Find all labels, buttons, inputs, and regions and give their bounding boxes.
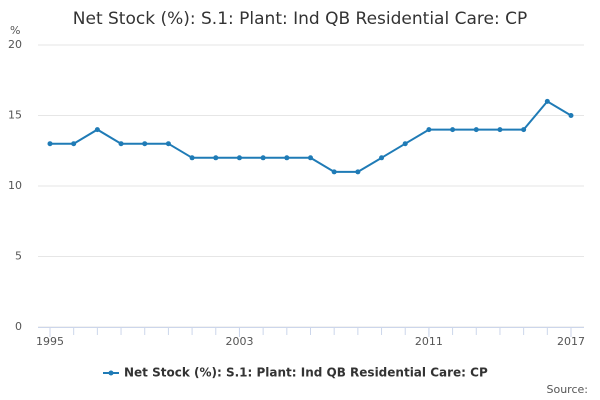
point	[71, 141, 77, 147]
point	[568, 113, 574, 118]
point	[47, 141, 53, 147]
point	[165, 141, 171, 147]
x-tick-label: 2003	[225, 335, 253, 348]
x-tick-label: 2011	[415, 335, 443, 348]
series-line	[50, 100, 572, 173]
x-tick-label: 2017	[557, 335, 585, 348]
chart-title: Net Stock (%): S.1: Plant: Ind QB Reside…	[73, 9, 527, 29]
point	[213, 155, 219, 161]
y-tick-label: 5	[15, 250, 22, 263]
y-tick-label: 20	[8, 38, 22, 51]
point	[450, 127, 456, 133]
point	[331, 169, 337, 175]
point	[426, 127, 432, 133]
point	[379, 155, 385, 161]
y-tick-label: 10	[8, 179, 22, 192]
point	[521, 127, 527, 133]
y-tick-label: 0	[15, 320, 22, 333]
legend-marker	[108, 370, 114, 376]
point	[142, 141, 148, 147]
point	[497, 127, 503, 133]
x-tick-label: 1995	[36, 335, 64, 348]
point	[308, 155, 313, 161]
point	[355, 169, 361, 175]
point	[260, 155, 266, 161]
source: Source:	[547, 383, 589, 396]
point	[94, 127, 100, 133]
point	[473, 127, 479, 133]
point	[284, 155, 290, 161]
legend-label: Net Stock (%): S.1: Plant: Ind QB Reside…	[124, 366, 488, 380]
point	[118, 141, 124, 147]
point	[236, 155, 242, 161]
point	[189, 155, 195, 161]
point	[544, 98, 550, 104]
y-axis-label: %	[10, 24, 20, 37]
y-tick-label: 15	[8, 109, 22, 122]
point	[402, 141, 408, 147]
